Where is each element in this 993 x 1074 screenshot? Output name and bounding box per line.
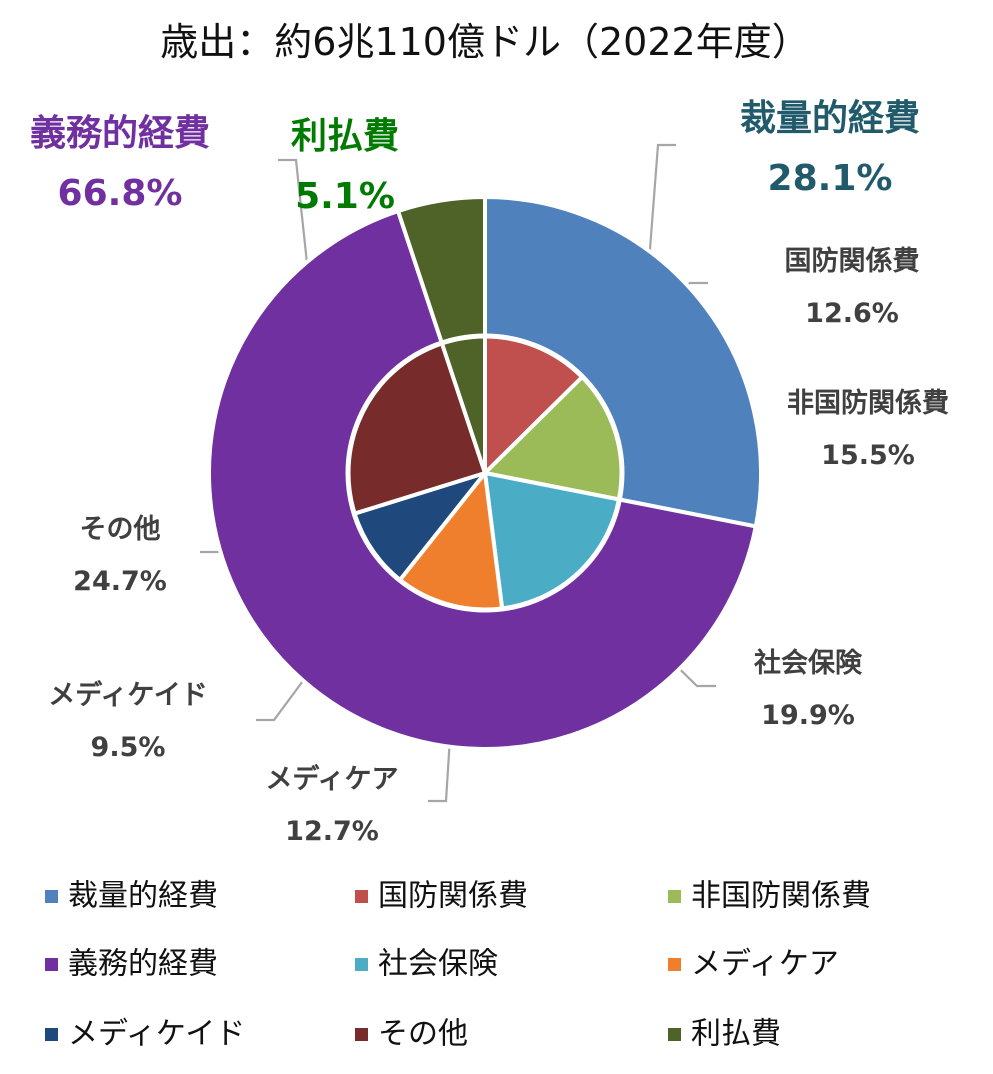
inner-3-name-label: メディケア <box>265 763 398 795</box>
legend-swatch-6 <box>45 1028 58 1041</box>
legend-label-5: メディケア <box>691 947 839 982</box>
leader-lines <box>200 143 740 803</box>
legend-swatch-0 <box>45 890 58 903</box>
chart-title: 歳出：約6兆110億ドル（2022年度） <box>160 20 809 64</box>
legend-swatch-2 <box>668 890 681 903</box>
legend-label-4: 社会保険 <box>378 947 498 982</box>
inner-4-value-label: 9.5% <box>91 732 166 763</box>
inner-3-value-label: 12.7% <box>285 816 379 847</box>
data-labels: 裁量的経費 28.1% 義務的経費 66.8% 利払費 5.1% 国防関係費 12.6% 非国防… <box>30 98 949 847</box>
inner-4-name-label: メディケイド <box>48 679 208 711</box>
legend-label-6: メディケイド <box>68 1017 245 1052</box>
outer-2-value-label: 5.1% <box>295 176 395 217</box>
outer-1-name-label: 義務的経費 <box>30 113 210 154</box>
inner-ring <box>345 333 625 613</box>
legend-label-8: 利払費 <box>691 1017 781 1052</box>
legend-swatch-8 <box>668 1028 681 1041</box>
inner-1-name-label: 非国防関係費 <box>787 388 949 419</box>
legend-swatch-3 <box>45 958 58 971</box>
inner-1-value-label: 15.5% <box>821 440 915 471</box>
inner-5-value-label: 24.7% <box>73 566 167 597</box>
legend-label-2: 非国防関係費 <box>691 879 871 914</box>
legend-swatch-4 <box>355 958 368 971</box>
legend-label-1: 国防関係費 <box>378 879 528 914</box>
inner-0-value-label: 12.6% <box>805 298 899 329</box>
legend-label-7: その他 <box>378 1017 468 1052</box>
ring-separator <box>345 333 625 613</box>
legend-label-3: 義務的経費 <box>68 947 218 982</box>
outer-2-name-label: 利払費 <box>291 116 399 157</box>
outer-1-value-label: 66.8% <box>58 173 183 214</box>
inner-5-name-label: その他 <box>80 514 161 545</box>
outer-0-name-label: 裁量的経費 <box>740 98 920 139</box>
outer-ring <box>207 194 763 751</box>
legend-swatch-7 <box>355 1028 368 1041</box>
inner-2-value-label: 19.9% <box>761 700 855 731</box>
inner-0-name-label: 国防関係費 <box>785 246 920 277</box>
legend-swatch-5 <box>668 958 681 971</box>
inner-2-name-label: 社会保険 <box>754 647 863 679</box>
outer-0-value-label: 28.1% <box>768 158 893 199</box>
legend-swatch-1 <box>355 890 368 903</box>
legend-label-0: 裁量的経費 <box>68 879 218 914</box>
